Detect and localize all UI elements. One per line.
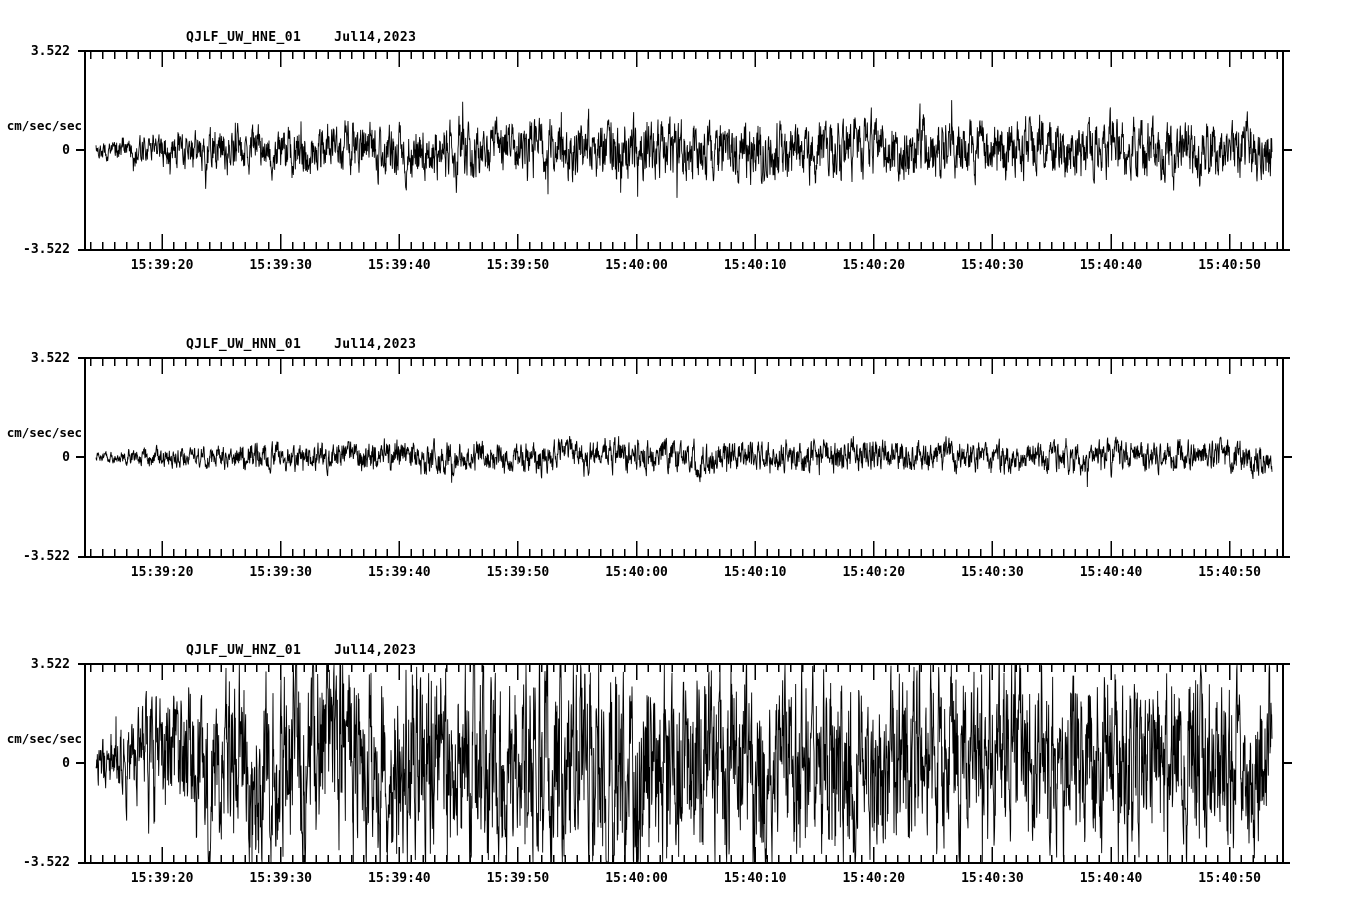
x-tick-label: 15:39:20 xyxy=(130,565,194,580)
x-tick-label: 15:39:30 xyxy=(249,871,313,886)
x-tick-label: 15:40:30 xyxy=(961,258,1024,273)
x-tick-label: 15:40:20 xyxy=(842,258,906,273)
x-tick-label: 15:40:50 xyxy=(1198,258,1261,273)
x-tick-label: 15:39:20 xyxy=(130,871,194,886)
x-tick-label: 15:40:40 xyxy=(1079,871,1143,886)
y-tick-label-mid-hnn: 0 xyxy=(62,450,70,465)
x-tick-label: 15:40:10 xyxy=(723,258,787,273)
x-tick-label: 15:40:00 xyxy=(605,871,668,886)
x-tick-label: 15:40:20 xyxy=(842,565,906,580)
x-tick-label: 15:39:40 xyxy=(368,565,431,580)
waveform-plot-hnn xyxy=(76,357,1292,558)
x-tick-label: 15:39:50 xyxy=(486,871,550,886)
panel-title-hnz: QJLF_UW_HNZ_01 Jul14,2023 xyxy=(186,643,417,658)
x-tick-label: 15:39:40 xyxy=(368,871,431,886)
y-axis-units-hnz: cm/sec/sec xyxy=(6,731,82,746)
y-tick-label-mid-hnz: 0 xyxy=(62,756,70,771)
y-tick-label-bottom-hnz: -3.522 xyxy=(23,855,70,870)
x-tick-label: 15:40:40 xyxy=(1079,258,1143,273)
y-axis-units-hnn: cm/sec/sec xyxy=(6,425,82,440)
waveform-trace xyxy=(96,100,1272,198)
waveform-panel-hne: QJLF_UW_HNE_01 Jul14,2023 3.522 cm/sec/s… xyxy=(0,0,1358,300)
x-tick-label: 15:40:00 xyxy=(605,258,668,273)
x-tick-label: 15:40:50 xyxy=(1198,871,1261,886)
waveform-trace xyxy=(96,436,1272,487)
x-tick-label: 15:40:30 xyxy=(961,565,1024,580)
x-tick-label: 15:40:40 xyxy=(1079,565,1143,580)
panel-title-hne: QJLF_UW_HNE_01 Jul14,2023 xyxy=(186,30,417,45)
x-tick-label: 15:39:50 xyxy=(486,258,550,273)
waveform-plot-hnz xyxy=(76,663,1292,864)
y-tick-label-bottom-hne: -3.522 xyxy=(23,242,70,257)
waveform-panel-hnn: QJLF_UW_HNN_01 Jul14,2023 3.522 cm/sec/s… xyxy=(0,307,1358,607)
x-tick-label: 15:39:40 xyxy=(368,258,431,273)
y-tick-label-mid-hne: 0 xyxy=(62,143,70,158)
waveform-trace xyxy=(96,665,1272,862)
y-tick-label-top-hne: 3.522 xyxy=(30,44,70,59)
x-tick-label: 15:40:10 xyxy=(723,565,787,580)
x-tick-label: 15:39:20 xyxy=(130,258,194,273)
panel-title-hnn: QJLF_UW_HNN_01 Jul14,2023 xyxy=(186,337,417,352)
x-tick-label: 15:40:20 xyxy=(842,871,906,886)
y-tick-label-top-hnz: 3.522 xyxy=(30,657,70,672)
waveform-panel-hnz: QJLF_UW_HNZ_01 Jul14,2023 3.522 cm/sec/s… xyxy=(0,613,1358,924)
x-tick-label: 15:39:50 xyxy=(486,565,550,580)
x-tick-label: 15:40:50 xyxy=(1198,565,1261,580)
x-tick-label: 15:40:10 xyxy=(723,871,787,886)
x-tick-label: 15:39:30 xyxy=(249,258,313,273)
y-tick-label-top-hnn: 3.522 xyxy=(30,351,70,366)
x-tick-label: 15:40:30 xyxy=(961,871,1024,886)
x-tick-label: 15:39:30 xyxy=(249,565,313,580)
y-tick-label-bottom-hnn: -3.522 xyxy=(23,549,70,564)
x-tick-label: 15:40:00 xyxy=(605,565,668,580)
y-axis-units-hne: cm/sec/sec xyxy=(6,118,82,133)
waveform-plot-hne xyxy=(76,50,1292,251)
